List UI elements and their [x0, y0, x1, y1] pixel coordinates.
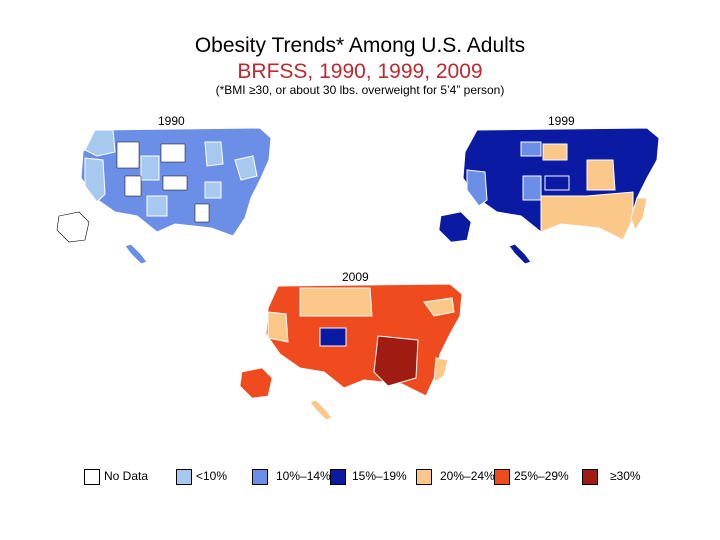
legend-label-10-14: 10%–14% [276, 469, 331, 483]
bmi-footnote: (*BMI ≥30, or about 30 lbs. overweight f… [215, 83, 505, 97]
legend-swatch-30-plus [582, 469, 598, 485]
map-1999 [438, 127, 660, 265]
legend-swatch-25-29 [494, 469, 510, 485]
map-1990-label: 1990 [158, 114, 185, 128]
legend-swatch-20-24 [416, 469, 432, 485]
legend-label-under-10: <10% [196, 469, 228, 483]
legend-swatch-10-14 [252, 469, 268, 485]
legend-label-20-24: 20%–24% [440, 469, 495, 483]
legend-swatch-15-19 [330, 469, 346, 485]
legend-swatch-under-10 [176, 469, 192, 485]
map-2009-label: 2009 [342, 270, 369, 284]
map-1999-label: 1999 [548, 114, 575, 128]
map-2009 [239, 283, 463, 421]
page-subtitle: BRFSS, 1990, 1999, 2009 [237, 60, 483, 83]
legend-label-30-plus: ≥30% [610, 469, 641, 483]
legend-label-25-29: 25%–29% [514, 469, 569, 483]
legend-swatch-no-data [84, 469, 100, 485]
legend-label-no-data: No Data [104, 469, 149, 483]
page-title: Obesity Trends* Among U.S. Adults [194, 34, 526, 57]
legend-label-15-19: 15%–19% [352, 469, 407, 483]
map-1990 [56, 127, 272, 265]
